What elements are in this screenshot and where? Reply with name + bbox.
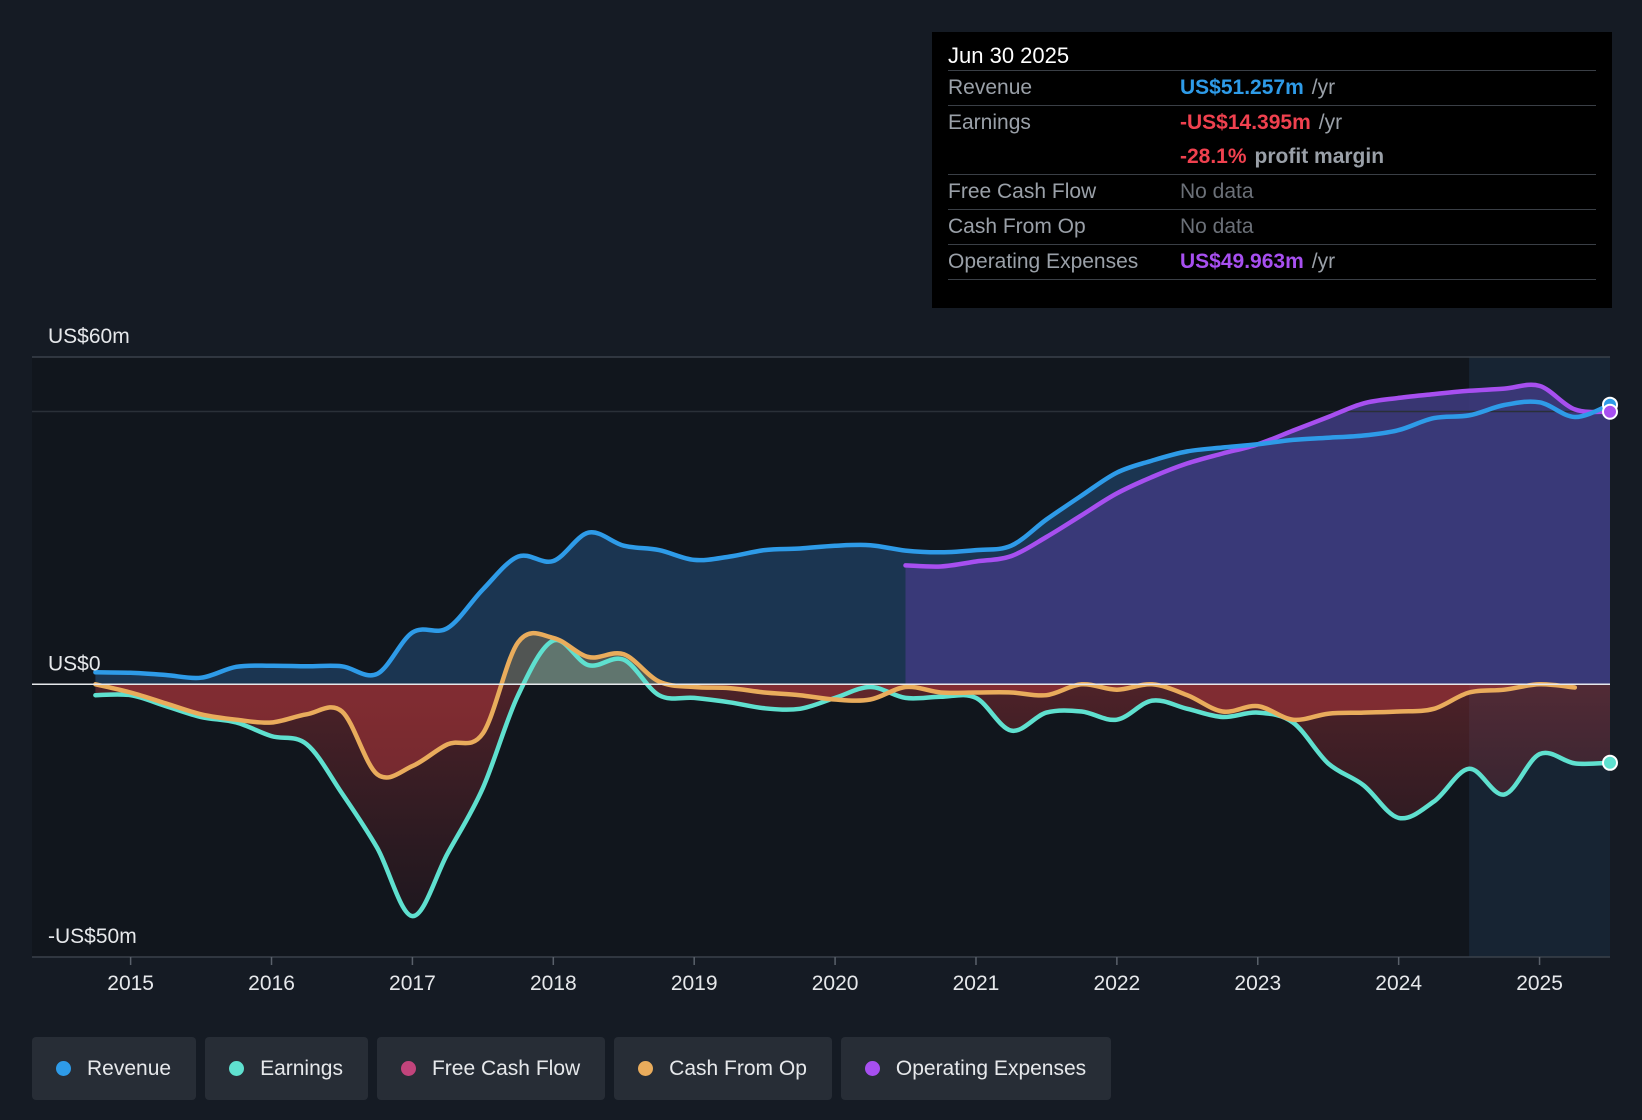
tooltip-divider xyxy=(948,279,1596,280)
tooltip-row-operating-expenses: Operating Expenses US$49.963m /yr xyxy=(948,244,1596,279)
cash-from-op-positive-area xyxy=(501,633,666,684)
chart-legend: Revenue Earnings Free Cash Flow Cash Fro… xyxy=(32,1037,1112,1100)
data-tooltip: Jun 30 2025 Revenue US$51.257m /yr Earni… xyxy=(932,32,1612,308)
x-tick-label: 2021 xyxy=(953,972,1000,995)
earnings-positive-area xyxy=(523,640,648,684)
legend-item-operating-expenses[interactable]: Operating Expenses xyxy=(840,1037,1112,1100)
chart-series-lines xyxy=(32,382,1610,919)
cash-from-op-line xyxy=(93,630,1578,780)
tooltip-unit: /yr xyxy=(1311,76,1336,99)
legend-item-cash-from-op[interactable]: Cash From Op xyxy=(614,1037,832,1100)
cash-from-op-negative-area xyxy=(95,684,1575,778)
tooltip-unit: profit margin xyxy=(1254,145,1385,168)
earnings-end-marker xyxy=(1602,754,1618,771)
legend-label: Revenue xyxy=(87,1056,172,1080)
x-tick-label: 2017 xyxy=(389,972,436,995)
legend-item-earnings[interactable]: Earnings xyxy=(205,1037,368,1100)
tooltip-unit: /yr xyxy=(1311,250,1336,273)
tooltip-value: No data xyxy=(1180,180,1254,203)
legend-item-free-cash-flow[interactable]: Free Cash Flow xyxy=(376,1037,606,1100)
x-tick-label: 2019 xyxy=(671,972,718,995)
operating-expenses-dot-icon xyxy=(864,1061,880,1076)
x-axis-labels: 2015 2016 2017 2018 2019 2020 2021 2022 2023 2024… xyxy=(107,972,1563,995)
operating-expenses-area xyxy=(905,384,1610,684)
legend-label: Operating Expenses xyxy=(895,1056,1087,1080)
x-tick-label: 2018 xyxy=(530,972,577,995)
y-tick-label: US$60m xyxy=(48,325,130,348)
tooltip-row-profit-margin: -28.1% profit margin xyxy=(948,140,1596,174)
legend-label: Cash From Op xyxy=(669,1056,807,1080)
tooltip-row-earnings: Earnings -US$14.395m /yr xyxy=(948,105,1596,140)
y-tick-label: -US$50m xyxy=(48,925,137,948)
cash-from-op-dot-icon xyxy=(638,1061,654,1076)
legend-label: Earnings xyxy=(260,1056,343,1080)
revenue-dot-icon xyxy=(56,1061,71,1076)
x-tick-label: 2025 xyxy=(1516,972,1563,995)
tooltip-row-revenue: Revenue US$51.257m /yr xyxy=(948,70,1596,105)
tooltip-date: Jun 30 2025 xyxy=(948,43,1070,68)
earnings-dot-icon xyxy=(229,1061,245,1076)
legend-label: Free Cash Flow xyxy=(431,1056,581,1080)
legend-item-revenue[interactable]: Revenue xyxy=(32,1037,197,1100)
revenue-line xyxy=(93,399,1610,681)
x-tick-label: 2024 xyxy=(1375,972,1422,995)
tooltip-label: Cash From Op xyxy=(948,215,1086,238)
operating-expenses-end-marker xyxy=(1602,403,1618,420)
tooltip-value: -US$14.395m xyxy=(1180,111,1311,134)
x-tick-label: 2015 xyxy=(107,972,154,995)
tooltip-value: No data xyxy=(1180,215,1254,238)
tooltip-label: Earnings xyxy=(948,111,1031,134)
x-tick-label: 2016 xyxy=(248,972,295,995)
tooltip-value: US$49.963m xyxy=(1180,250,1304,273)
x-tick-label: 2022 xyxy=(1094,972,1141,995)
x-tick-label: 2020 xyxy=(812,972,859,995)
x-tick-label: 2023 xyxy=(1234,972,1281,995)
series-end-markers xyxy=(1602,396,1618,771)
tooltip-label: Operating Expenses xyxy=(948,250,1139,273)
y-tick-label: US$0 xyxy=(48,652,101,675)
tooltip-value: US$51.257m xyxy=(1180,76,1304,99)
y-axis-labels: US$60m US$0 -US$50m xyxy=(48,325,137,948)
tooltip-label: Free Cash Flow xyxy=(948,180,1097,203)
tooltip-label: Revenue xyxy=(948,76,1033,99)
tooltip-value: -28.1% xyxy=(1180,145,1247,168)
tooltip-row-free-cash-flow: Free Cash Flow No data xyxy=(948,174,1596,209)
tooltip-row-cash-from-op: Cash From Op No data xyxy=(948,209,1596,244)
tooltip-unit: /yr xyxy=(1318,111,1343,134)
free-cash-flow-dot-icon xyxy=(400,1061,416,1076)
